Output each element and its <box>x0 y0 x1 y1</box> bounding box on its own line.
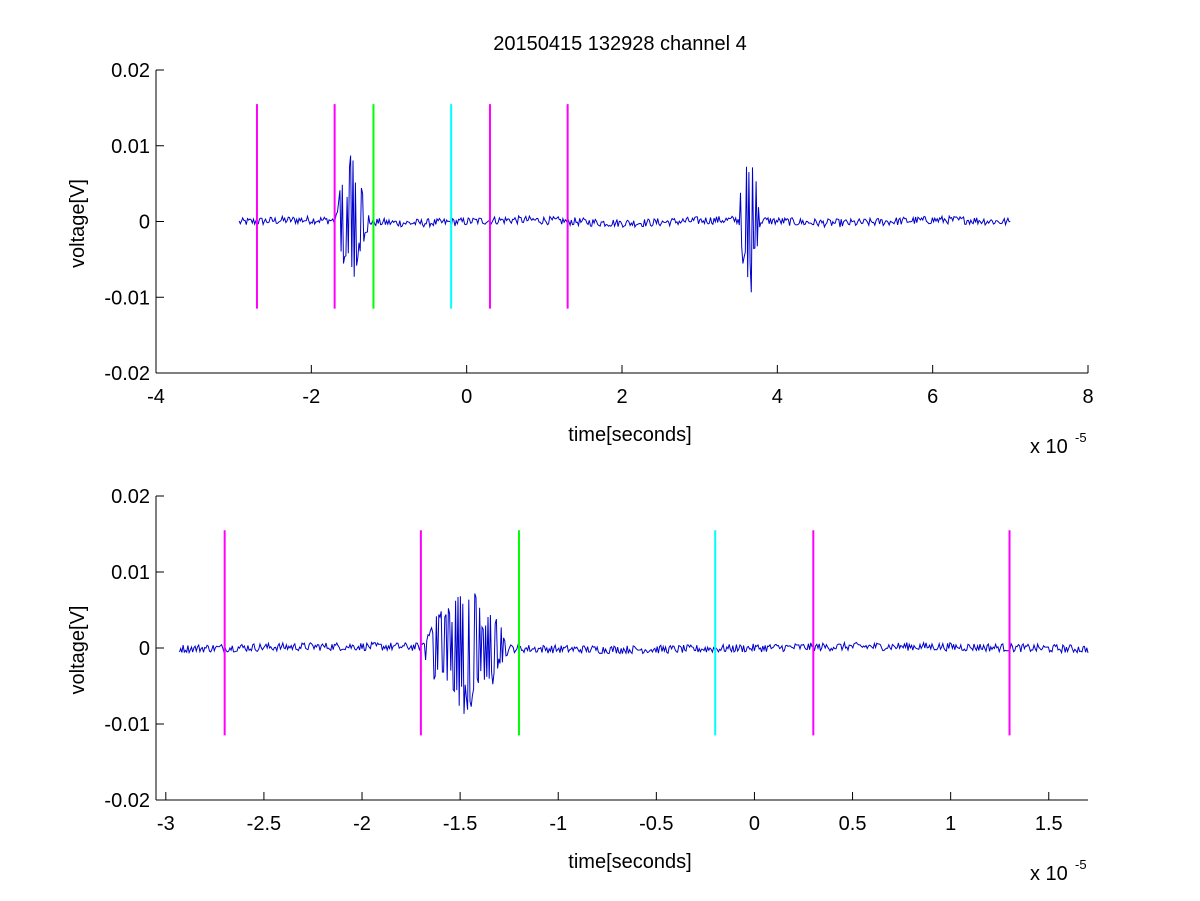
y-tick-label: 0 <box>139 212 150 234</box>
x-tick-label: 0 <box>749 813 760 835</box>
x-tick-label: -1.5 <box>443 813 477 835</box>
signal-trace <box>238 155 1011 293</box>
x-axis-multiplier: x 10 <box>1030 863 1068 885</box>
y-tick-label: -0.01 <box>104 287 150 309</box>
x-tick-label: 8 <box>1082 386 1093 408</box>
x-tick-label: 6 <box>927 386 938 408</box>
bottom-axes: -3 -2.5 -2 -1.5 -1 -0.5 0 0.5 1 1.5 0.02 0.01 0 -0.01… <box>67 486 1089 885</box>
x-tick-label: 0 <box>461 386 472 408</box>
top-axes: -4 -2 0 2 4 6 8 0.02 0.01 0 -0.01 -0.02 time[seconds… <box>67 60 1094 458</box>
y-tick-label: -0.02 <box>104 790 150 812</box>
x-tick-label: 2 <box>616 386 627 408</box>
signal-trace <box>179 593 1089 714</box>
x-tick-label: 1.5 <box>1035 813 1063 835</box>
x-tick-label: -2.5 <box>247 813 281 835</box>
x-tick-label: 0.5 <box>839 813 867 835</box>
x-tick-label: -3 <box>157 813 175 835</box>
x-axis-label: time[seconds] <box>568 424 691 446</box>
x-axis-multiplier-exponent: -5 <box>1075 857 1087 872</box>
x-tick-label: 4 <box>772 386 783 408</box>
y-tick-label: 0.01 <box>111 562 150 584</box>
y-tick-label: -0.02 <box>104 363 150 385</box>
x-axis-multiplier: x 10 <box>1030 436 1068 458</box>
x-tick-label: -1 <box>549 813 567 835</box>
x-tick-label: -2 <box>353 813 371 835</box>
y-tick-label: 0.02 <box>111 486 150 508</box>
x-tick-label: -2 <box>302 386 320 408</box>
x-axis-label: time[seconds] <box>568 851 691 873</box>
x-tick-label: -4 <box>147 386 165 408</box>
y-tick-label: 0.01 <box>111 136 150 158</box>
y-axis-label: voltage[V] <box>67 606 89 695</box>
x-tick-label: 1 <box>945 813 956 835</box>
y-tick-label: 0 <box>139 638 150 660</box>
y-tick-label: -0.01 <box>104 714 150 736</box>
x-tick-label: -0.5 <box>639 813 673 835</box>
y-axis-label: voltage[V] <box>67 179 89 268</box>
y-tick-label: 0.02 <box>111 60 150 82</box>
figure-title: 20150415 132928 channel 4 <box>493 33 747 55</box>
x-axis-multiplier-exponent: -5 <box>1075 430 1087 445</box>
